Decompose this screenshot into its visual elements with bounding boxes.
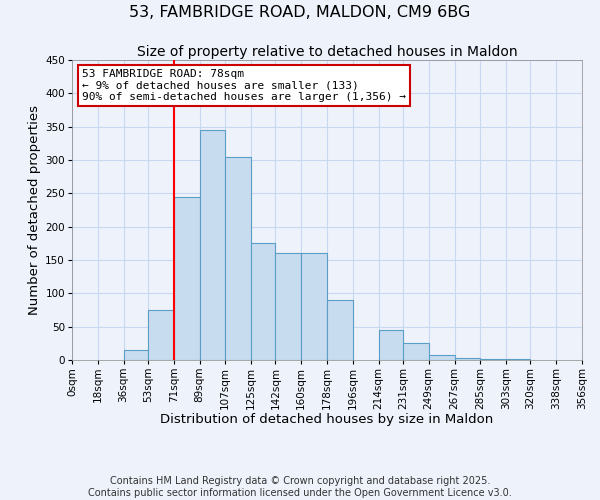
- Bar: [124, 350, 148, 360]
- Bar: [429, 354, 455, 360]
- Bar: [225, 156, 251, 360]
- Bar: [327, 300, 353, 360]
- Text: 53, FAMBRIDGE ROAD, MALDON, CM9 6BG: 53, FAMBRIDGE ROAD, MALDON, CM9 6BG: [130, 5, 470, 20]
- Title: Size of property relative to detached houses in Maldon: Size of property relative to detached ho…: [137, 45, 517, 59]
- Bar: [301, 254, 327, 360]
- Text: Contains HM Land Registry data © Crown copyright and database right 2025.
Contai: Contains HM Land Registry data © Crown c…: [88, 476, 512, 498]
- Y-axis label: Number of detached properties: Number of detached properties: [28, 105, 41, 315]
- Bar: [480, 358, 506, 360]
- Bar: [379, 330, 403, 360]
- Text: 53 FAMBRIDGE ROAD: 78sqm
← 9% of detached houses are smaller (133)
90% of semi-d: 53 FAMBRIDGE ROAD: 78sqm ← 9% of detache…: [82, 69, 406, 102]
- Bar: [199, 130, 225, 360]
- Bar: [455, 358, 480, 360]
- Bar: [403, 344, 429, 360]
- Bar: [174, 196, 199, 360]
- X-axis label: Distribution of detached houses by size in Maldon: Distribution of detached houses by size …: [160, 413, 494, 426]
- Bar: [275, 254, 301, 360]
- Bar: [251, 244, 275, 360]
- Bar: [148, 310, 174, 360]
